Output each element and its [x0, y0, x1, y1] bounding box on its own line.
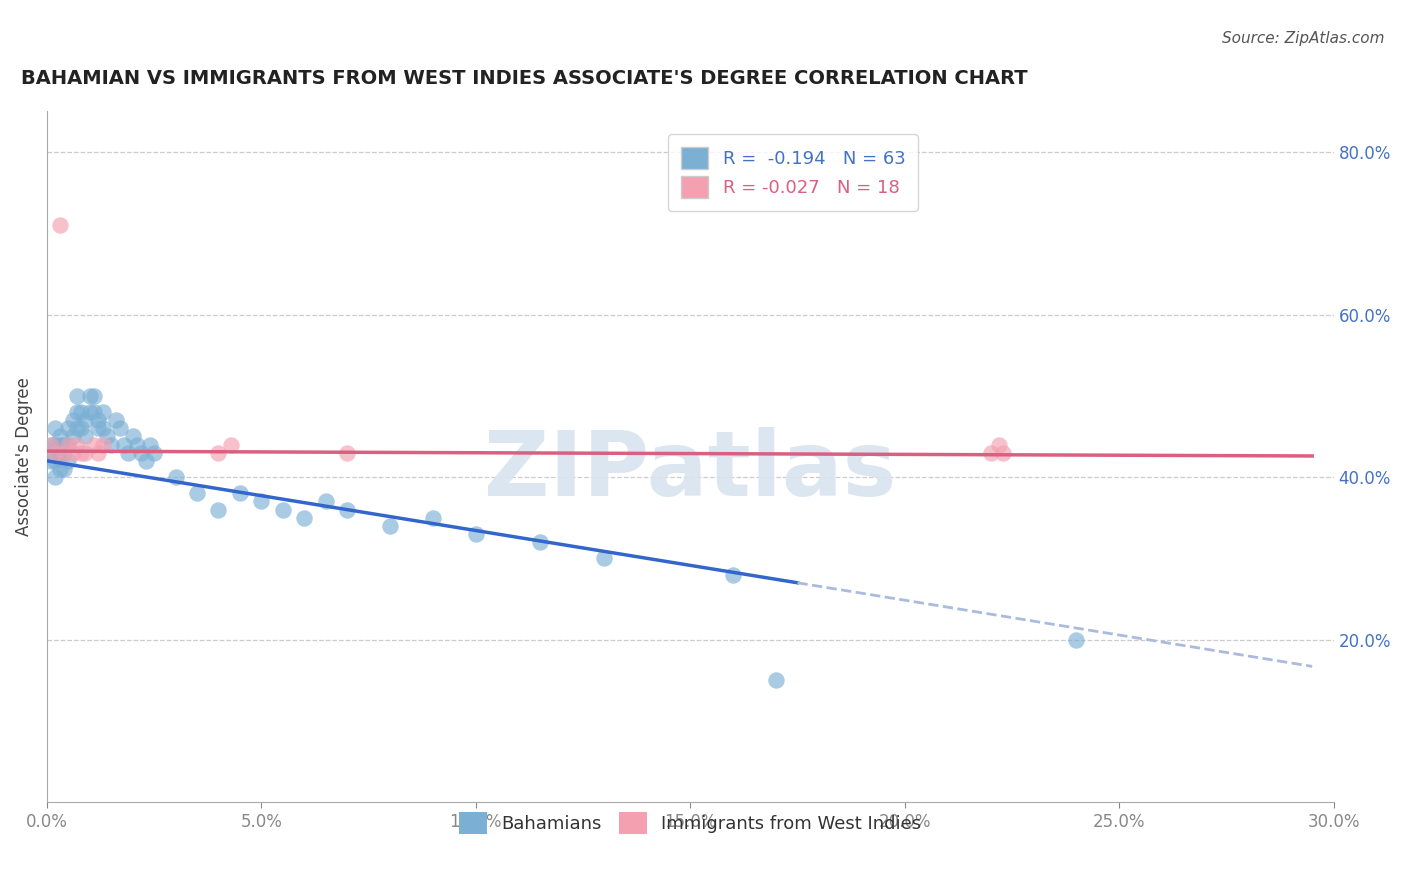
- Point: [44, 421, 66, 435]
- Point: [58, 437, 80, 451]
- Point: [87, 421, 110, 435]
- Point: [271, 502, 294, 516]
- Point: [988, 437, 1011, 451]
- Point: [44, 470, 66, 484]
- Point: [91, 421, 114, 435]
- Point: [66, 405, 89, 419]
- Point: [721, 567, 744, 582]
- Point: [139, 437, 162, 451]
- Point: [117, 446, 139, 460]
- Point: [422, 510, 444, 524]
- Text: Source: ZipAtlas.com: Source: ZipAtlas.com: [1222, 31, 1385, 46]
- Point: [593, 551, 616, 566]
- Point: [993, 446, 1015, 460]
- Point: [125, 437, 148, 451]
- Legend: Bahamians, Immigrants from West Indies: Bahamians, Immigrants from West Indies: [453, 805, 928, 842]
- Point: [143, 446, 166, 460]
- Point: [121, 429, 143, 443]
- Point: [104, 413, 127, 427]
- Point: [44, 437, 66, 451]
- Point: [186, 486, 208, 500]
- Point: [83, 437, 105, 451]
- Point: [83, 405, 105, 419]
- Point: [207, 446, 229, 460]
- Point: [87, 446, 110, 460]
- Point: [765, 673, 787, 688]
- Point: [53, 446, 76, 460]
- Point: [62, 429, 84, 443]
- Point: [66, 421, 89, 435]
- Point: [39, 437, 62, 451]
- Point: [165, 470, 187, 484]
- Point: [62, 413, 84, 427]
- Point: [464, 527, 486, 541]
- Point: [229, 486, 252, 500]
- Point: [79, 405, 101, 419]
- Point: [49, 437, 72, 451]
- Point: [1064, 632, 1087, 647]
- Point: [108, 421, 131, 435]
- Point: [49, 429, 72, 443]
- Point: [70, 446, 93, 460]
- Point: [49, 218, 72, 232]
- Point: [58, 454, 80, 468]
- Point: [336, 502, 359, 516]
- Point: [39, 437, 62, 451]
- Point: [53, 446, 76, 460]
- Point: [66, 437, 89, 451]
- Point: [44, 446, 66, 460]
- Point: [91, 405, 114, 419]
- Point: [96, 429, 118, 443]
- Point: [75, 446, 97, 460]
- Point: [79, 389, 101, 403]
- Point: [315, 494, 337, 508]
- Y-axis label: Associate's Degree: Associate's Degree: [15, 377, 32, 536]
- Point: [112, 437, 135, 451]
- Point: [250, 494, 273, 508]
- Point: [100, 437, 122, 451]
- Point: [529, 535, 551, 549]
- Point: [75, 413, 97, 427]
- Point: [129, 446, 152, 460]
- Point: [58, 421, 80, 435]
- Point: [62, 446, 84, 460]
- Point: [58, 437, 80, 451]
- Point: [49, 462, 72, 476]
- Point: [44, 454, 66, 468]
- Point: [378, 519, 401, 533]
- Point: [49, 446, 72, 460]
- Point: [91, 437, 114, 451]
- Point: [83, 389, 105, 403]
- Point: [66, 389, 89, 403]
- Point: [979, 446, 1001, 460]
- Point: [53, 462, 76, 476]
- Point: [70, 421, 93, 435]
- Point: [70, 405, 93, 419]
- Point: [53, 437, 76, 451]
- Point: [39, 446, 62, 460]
- Point: [207, 502, 229, 516]
- Text: BAHAMIAN VS IMMIGRANTS FROM WEST INDIES ASSOCIATE'S DEGREE CORRELATION CHART: BAHAMIAN VS IMMIGRANTS FROM WEST INDIES …: [21, 69, 1028, 87]
- Point: [75, 429, 97, 443]
- Point: [87, 413, 110, 427]
- Point: [336, 446, 359, 460]
- Point: [135, 454, 157, 468]
- Point: [39, 454, 62, 468]
- Point: [292, 510, 315, 524]
- Text: ZIPatlas: ZIPatlas: [484, 426, 897, 515]
- Point: [221, 437, 243, 451]
